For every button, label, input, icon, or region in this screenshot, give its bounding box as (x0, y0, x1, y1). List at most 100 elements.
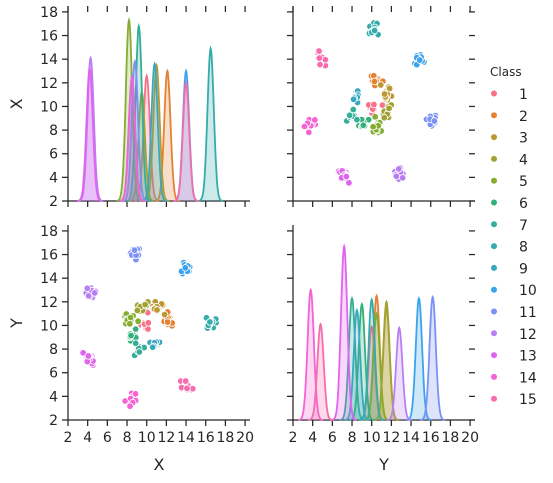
panel-01 (287, 6, 475, 207)
legend-label-3: 3 (519, 131, 528, 147)
point-class-14 (305, 128, 313, 137)
point-class-3 (380, 90, 389, 98)
point-class-10 (415, 56, 424, 64)
y-tick-label: 4 (49, 170, 58, 186)
legend-marker-8 (491, 243, 497, 250)
point-class-5 (126, 313, 135, 322)
y-tick-label: 4 (49, 389, 58, 405)
point-class-13 (345, 179, 353, 187)
legend-marker-6 (491, 199, 497, 206)
kde-line-y-class-5 (363, 311, 390, 421)
point-class-4 (385, 104, 393, 113)
y-tick-label: 12 (40, 76, 58, 92)
x-tick-label: 2 (289, 430, 298, 446)
point-class-3 (160, 310, 169, 319)
legend-label-11: 11 (519, 305, 537, 321)
legend-marker-4 (491, 155, 497, 162)
point-class-12 (392, 172, 401, 180)
point-class-8 (206, 318, 214, 326)
point-class-3 (153, 306, 161, 314)
kde-fill-y-class-2 (364, 295, 390, 420)
legend-label-5: 5 (519, 174, 528, 190)
point-class-12 (398, 174, 407, 182)
point-class-12 (84, 292, 93, 300)
kde-line-y-class-4 (373, 299, 400, 421)
x-tick-label: 12 (157, 430, 175, 446)
point-class-7 (135, 348, 144, 356)
kde-fill-y-class-4 (373, 301, 400, 420)
y-tick-label: 18 (40, 5, 58, 21)
kde-fill-y-class-15 (308, 324, 334, 420)
point-class-7 (349, 105, 357, 114)
kde-line-y-class-12 (386, 325, 413, 421)
point-class-14 (311, 116, 319, 124)
point-class-13 (342, 172, 351, 181)
legend-label-1: 1 (519, 87, 528, 103)
point-class-14 (300, 122, 309, 131)
legend-label-9: 9 (519, 261, 528, 277)
point-class-5 (369, 123, 377, 131)
x-tick-label: 10 (138, 430, 156, 446)
y-tick-label: 16 (40, 248, 58, 264)
x-tick-label: 8 (123, 430, 132, 446)
point-class-5 (134, 317, 142, 325)
kde-line-y-class-13 (331, 243, 357, 421)
x-tick-label: 4 (308, 430, 317, 446)
legend-marker-11 (491, 308, 497, 315)
point-class-11 (430, 117, 439, 125)
x-tick-label: 6 (103, 430, 112, 446)
kde-fill-x-class-3 (143, 65, 170, 201)
x-axis-label-right: Y (378, 455, 389, 474)
point-class-14 (126, 402, 134, 410)
legend-marker-13 (491, 352, 497, 359)
kde-line-y-class-15 (307, 322, 334, 421)
legend-marker-14 (491, 373, 497, 380)
legend-title: Class (490, 65, 522, 79)
y-axis-label-bottom: Y (7, 318, 26, 329)
point-class-15 (181, 377, 190, 385)
legend-label-15: 15 (519, 392, 537, 408)
point-class-8 (370, 26, 379, 35)
kde-fill-y-class-12 (386, 327, 412, 420)
point-class-13 (84, 352, 93, 360)
y-axis-label-top: X (7, 98, 26, 109)
legend-label-12: 12 (519, 327, 537, 343)
kde-line-x-class-8 (198, 45, 224, 202)
x-tick-label: 10 (363, 430, 381, 446)
kde-line-x-class-14 (119, 74, 145, 202)
kde-line-y-class-10 (406, 296, 432, 421)
x-tick-label: 12 (382, 430, 400, 446)
point-class-4 (141, 300, 149, 309)
point-class-6 (127, 331, 135, 340)
x-axis-label-left: X (154, 455, 165, 474)
legend-label-13: 13 (519, 349, 537, 365)
y-tick-label: 6 (49, 366, 58, 382)
point-class-15 (315, 54, 324, 62)
kde-fill-y-class-14 (298, 290, 324, 420)
kde-fill-y-class-10 (406, 298, 432, 420)
point-class-5 (126, 320, 134, 328)
point-class-15 (183, 384, 191, 393)
y-tick-label: 6 (49, 147, 58, 163)
point-class-2 (163, 318, 172, 326)
panel-00: 2 4 6 8 10 12 14 16 18 (40, 5, 250, 210)
kde-fill-x-class-13 (77, 68, 103, 201)
kde-fill-x-class-6 (119, 76, 145, 201)
legend-label-6: 6 (519, 196, 528, 212)
x-tick-label: 20 (236, 430, 254, 446)
point-class-11 (130, 246, 139, 254)
kde-fill-y-class-13 (331, 246, 357, 420)
x-tick-label: 16 (422, 430, 440, 446)
point-class-9 (349, 95, 358, 103)
x-tick-label: 14 (177, 430, 195, 446)
y-tick-label: 10 (40, 99, 58, 115)
x-tick-label: 4 (83, 430, 92, 446)
x-tick-label: 18 (441, 430, 459, 446)
y-tick-label: 10 (40, 318, 58, 334)
point-class-6 (359, 121, 368, 129)
legend-label-8: 8 (519, 240, 528, 256)
point-class-9 (148, 343, 157, 351)
x-tick-label: 6 (328, 430, 337, 446)
y-tick-label: 12 (40, 295, 58, 311)
